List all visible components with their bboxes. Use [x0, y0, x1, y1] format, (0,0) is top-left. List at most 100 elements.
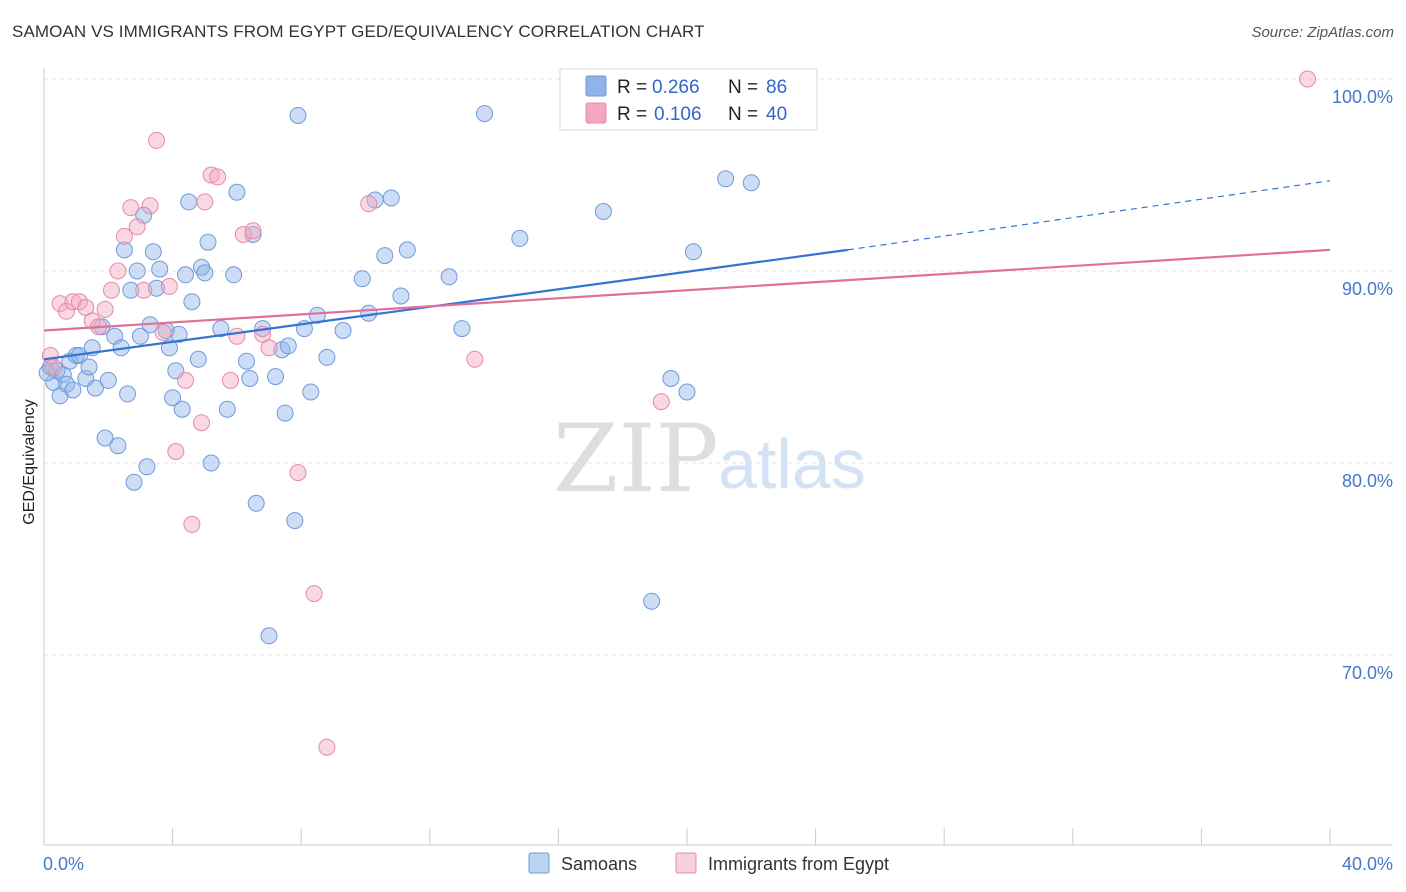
- point-samoans: [96, 429, 114, 447]
- point-samoans: [678, 383, 696, 401]
- point-egypt: [83, 312, 101, 330]
- x-tick-label: 40.0%: [1342, 854, 1393, 874]
- point-samoans: [453, 320, 471, 338]
- point-samoans: [228, 183, 246, 201]
- legend-n-label-egypt: N =: [728, 104, 758, 125]
- point-samoans: [164, 389, 182, 407]
- source-label: Source: ZipAtlas.com: [1251, 24, 1394, 41]
- point-samoans: [279, 337, 297, 355]
- point-egypt: [70, 293, 88, 311]
- legend-r-value-egypt: 0.106: [654, 104, 702, 125]
- point-egypt: [183, 515, 201, 533]
- legend-r-label-egypt: R =: [617, 104, 647, 125]
- point-egypt: [141, 197, 159, 215]
- point-samoans: [202, 454, 220, 472]
- point-samoans: [99, 371, 117, 389]
- point-samoans: [318, 348, 336, 366]
- legend-swatch-egypt: [585, 102, 607, 124]
- point-samoans: [199, 233, 217, 251]
- point-egypt: [196, 193, 214, 211]
- point-samoans: [193, 258, 210, 276]
- bottom-legend-swatch-egypt: [675, 852, 697, 874]
- point-egypt: [154, 323, 172, 341]
- point-egypt: [244, 222, 262, 240]
- bottom-legend-samoans: Samoans: [561, 854, 637, 874]
- point-samoans: [382, 189, 400, 207]
- point-samoans: [267, 368, 284, 386]
- point-samoans: [241, 370, 259, 387]
- point-samoans: [244, 226, 262, 243]
- point-samoans: [115, 241, 133, 259]
- point-egypt: [177, 371, 194, 389]
- point-samoans: [64, 381, 82, 399]
- y-tick-label: 100.0%: [1332, 87, 1393, 107]
- x-tick-label: 0.0%: [43, 854, 84, 874]
- point-egypt: [260, 339, 278, 357]
- point-samoans: [334, 322, 352, 339]
- point-samoans: [196, 264, 214, 282]
- point-egypt: [160, 277, 178, 295]
- point-samoans: [125, 473, 143, 491]
- point-egypt: [202, 166, 220, 184]
- point-samoans: [38, 364, 56, 382]
- point-samoans: [440, 268, 458, 286]
- point-samoans: [225, 266, 243, 284]
- legend-r-value-samoans: 0.266: [652, 77, 700, 98]
- point-egypt: [45, 358, 63, 376]
- legend-n-label-samoans: N =: [728, 77, 758, 98]
- point-samoans: [122, 281, 140, 299]
- point-egypt: [305, 585, 323, 603]
- point-samoans: [289, 107, 307, 124]
- y-tick-label: 70.0%: [1342, 663, 1393, 683]
- point-samoans: [144, 243, 162, 261]
- point-samoans: [183, 293, 201, 311]
- point-egypt: [360, 195, 378, 213]
- point-samoans: [177, 266, 194, 284]
- trend-line-samoans-extension: [847, 180, 1331, 251]
- point-samoans: [594, 203, 612, 220]
- point-egypt: [318, 738, 336, 756]
- point-samoans: [360, 304, 378, 322]
- point-samoans: [742, 174, 760, 192]
- legend-n-value-samoans: 86: [766, 77, 787, 98]
- point-samoans: [109, 437, 127, 455]
- point-egypt: [58, 302, 75, 320]
- chart-title: SAMOAN VS IMMIGRANTS FROM EGYPT GED/EQUI…: [12, 22, 705, 41]
- point-samoans: [302, 383, 320, 401]
- point-samoans: [286, 512, 304, 530]
- point-egypt: [128, 218, 146, 236]
- point-samoans: [511, 229, 529, 247]
- point-samoans: [218, 400, 236, 418]
- legend-n-value-egypt: 40: [766, 104, 787, 125]
- trend-lines: [43, 180, 1331, 361]
- point-egypt: [193, 414, 210, 432]
- bottom-legend-swatch-samoans: [528, 852, 550, 874]
- point-samoans: [58, 375, 75, 393]
- point-samoans: [247, 494, 265, 512]
- point-egypt: [228, 327, 246, 345]
- data-points: [38, 70, 1316, 756]
- watermark-zip: ZIP: [553, 405, 719, 514]
- point-egypt: [234, 226, 252, 243]
- point-egypt: [1299, 70, 1316, 88]
- point-egypt: [96, 300, 114, 318]
- point-egypt: [109, 262, 127, 280]
- y-axis-label: GED/Equivalency: [21, 399, 38, 524]
- point-samoans: [238, 352, 255, 370]
- point-samoans: [353, 270, 371, 288]
- point-egypt: [652, 393, 670, 411]
- point-egypt: [466, 350, 484, 368]
- point-samoans: [662, 370, 680, 387]
- point-samoans: [180, 193, 198, 211]
- point-samoans: [684, 243, 702, 261]
- point-samoans: [119, 385, 137, 403]
- point-samoans: [189, 350, 207, 368]
- point-egypt: [122, 199, 140, 217]
- point-egypt: [115, 227, 133, 245]
- bottom-legend-egypt: Immigrants from Egypt: [708, 854, 889, 874]
- series-legend: Samoans Immigrants from Egypt: [528, 852, 889, 874]
- tick-labels: 70.0% 80.0% 90.0% 100.0% 0.0% 40.0%: [43, 87, 1393, 874]
- point-egypt: [289, 464, 307, 482]
- point-samoans: [212, 320, 230, 338]
